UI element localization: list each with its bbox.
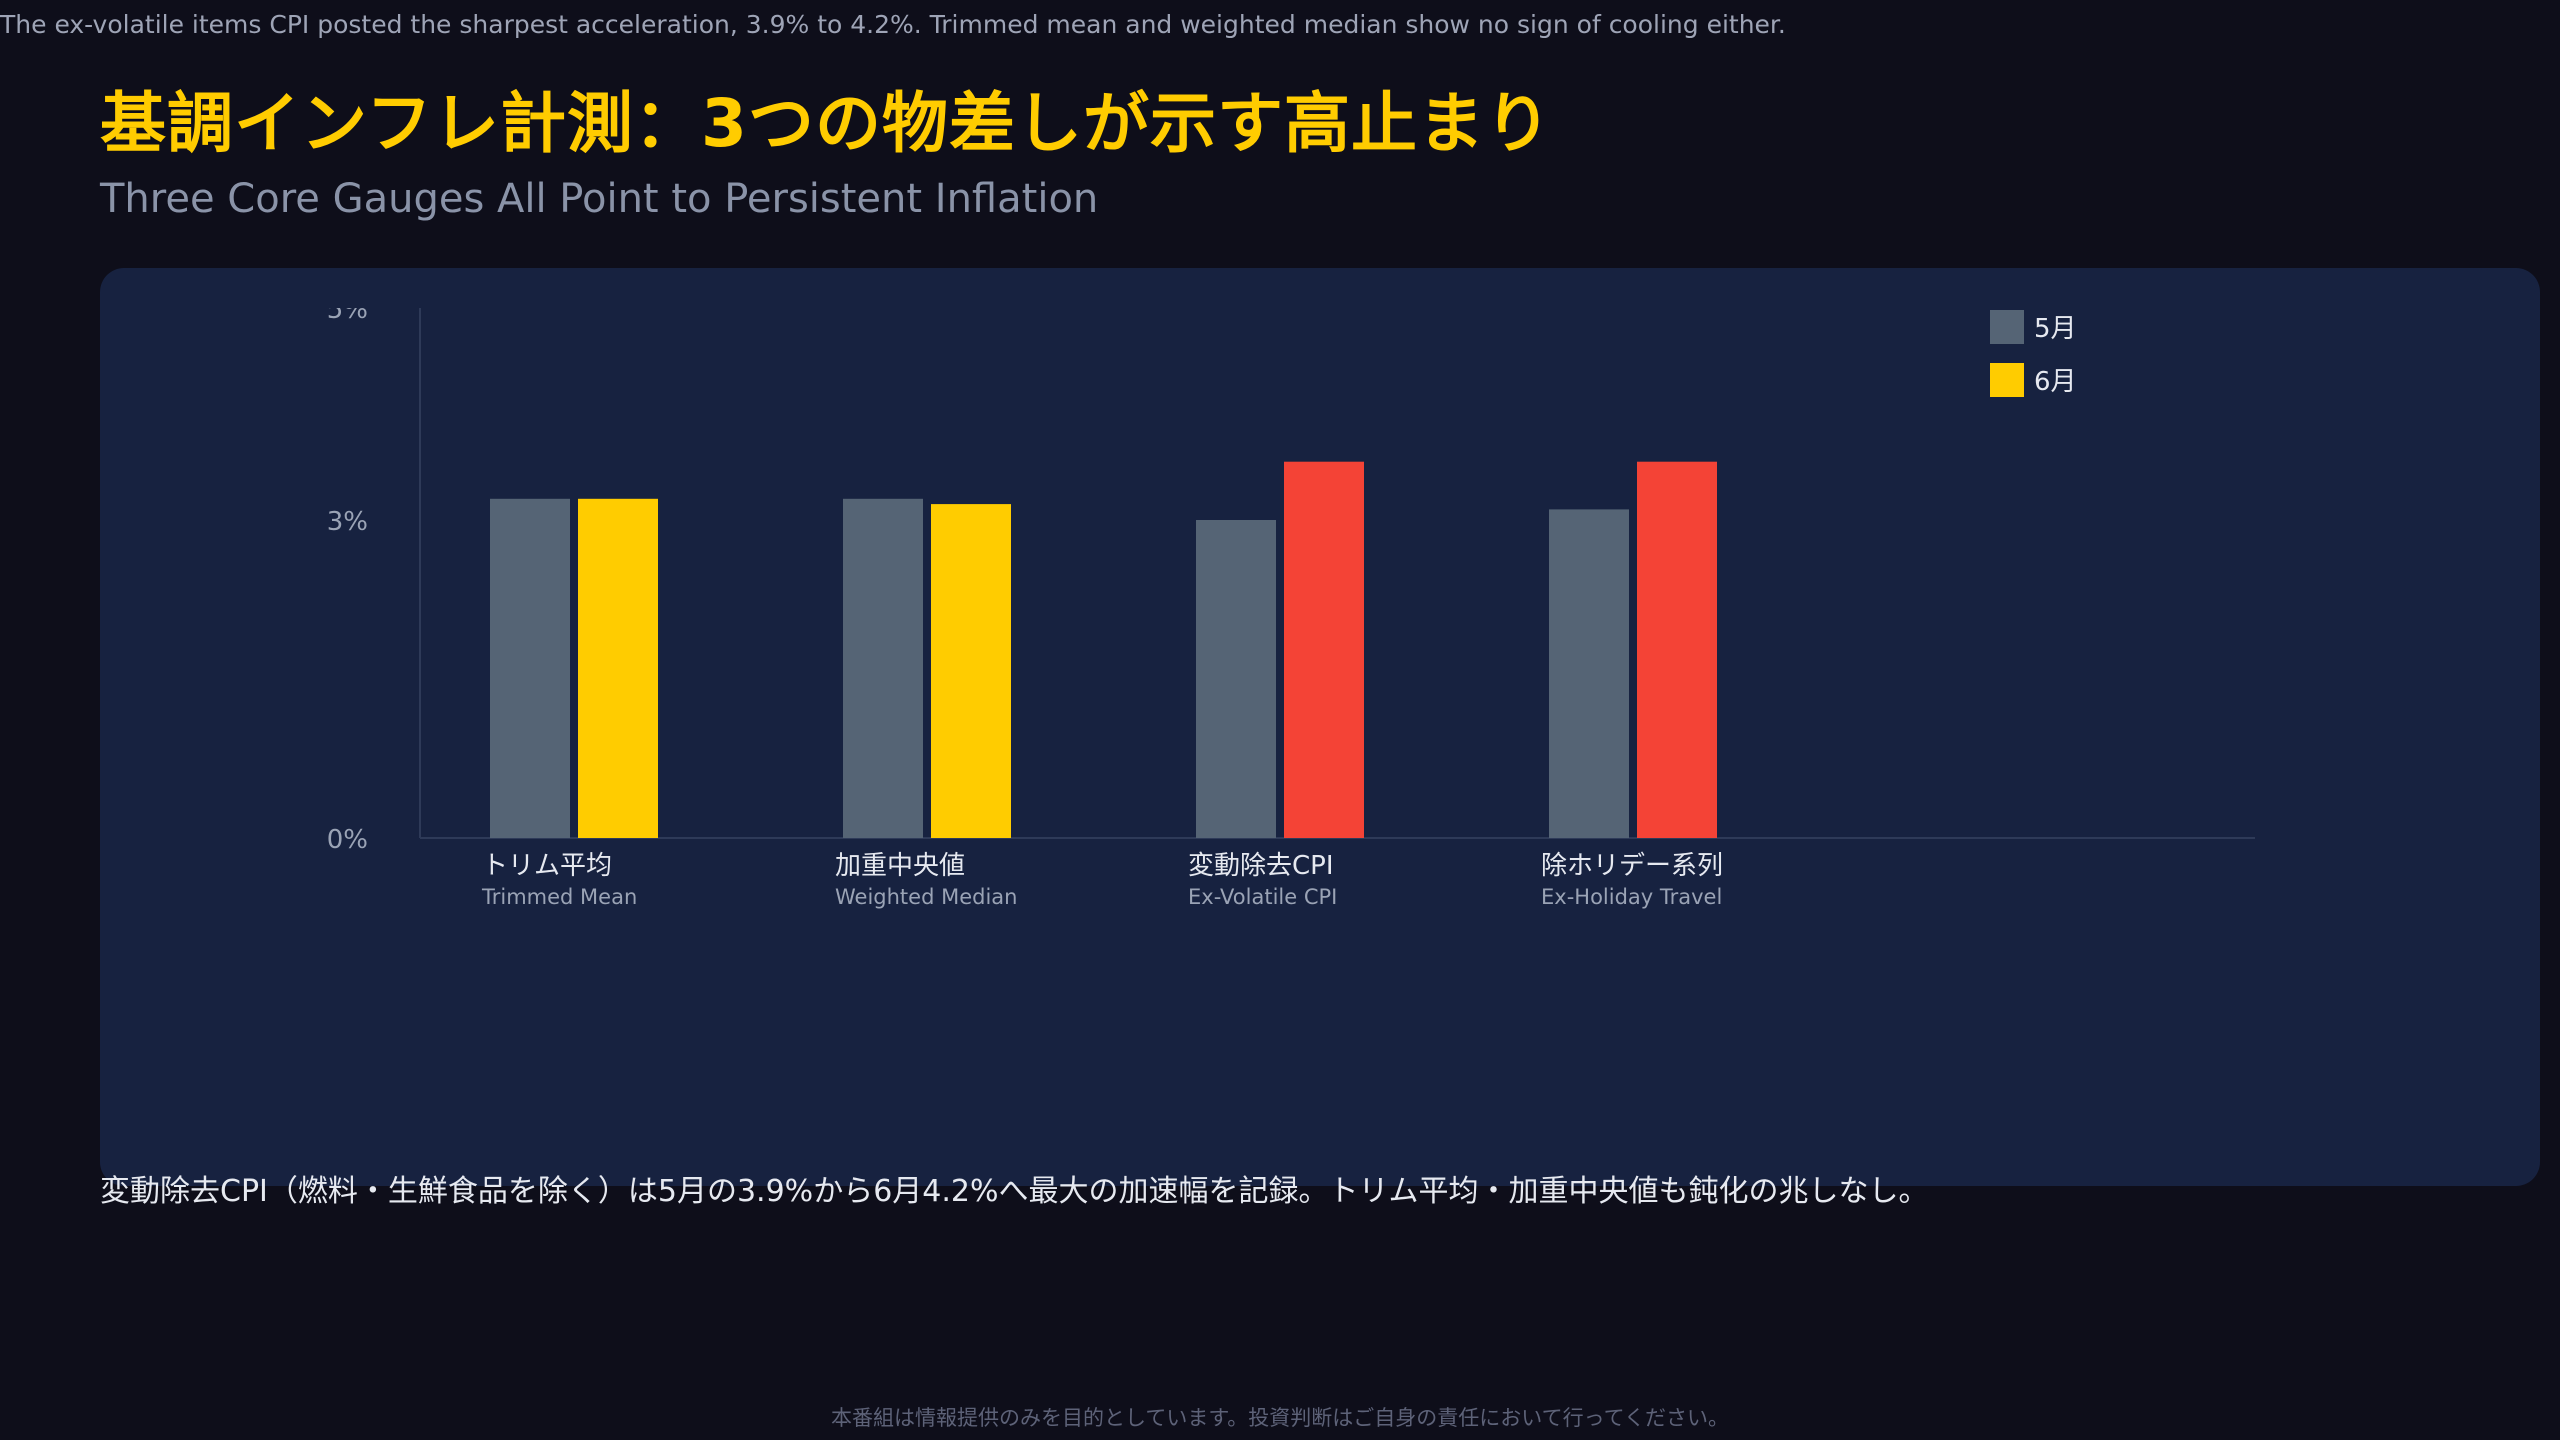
page-subtitle: Three Core Gauges All Point to Persisten…	[100, 176, 1099, 222]
bar-june	[1284, 461, 1364, 838]
y-tick-label: 3%	[327, 507, 368, 537]
disclaimer: 本番組は情報提供のみを目的としています。投資判断はご自身の責任において行ってくだ…	[831, 1406, 1729, 1430]
category-label: 除ホリデー系列	[1541, 851, 1723, 881]
bar-may	[490, 498, 570, 838]
chart-panel: 0% 3% 5% トリム平均 Trimmed Mean 加重中央値 Weighted Med…	[100, 268, 2540, 1186]
y-tick-label: 5%	[327, 295, 368, 325]
bar-may	[843, 498, 923, 838]
bar-may	[1549, 509, 1629, 838]
bar-june	[1637, 461, 1717, 838]
category-label: 加重中央値	[835, 851, 965, 881]
bar-june	[578, 498, 658, 838]
chart-caption: 変動除去CPI（燃料・生鮮食品を除く）は5月の3.9%から6月4.2%へ最大の加…	[100, 1174, 1929, 1209]
top-note: The ex-volatile items CPI posted the sha…	[0, 10, 1786, 39]
category-label: 変動除去CPI	[1188, 851, 1334, 881]
category-sublabel: Trimmed Mean	[481, 885, 637, 909]
page-title: 基調インフレ計測：3つの物差しが示す高止まり	[100, 85, 1552, 162]
category-sublabel: Ex-Volatile CPI	[1188, 885, 1337, 909]
legend-label: 5月	[2034, 314, 2077, 344]
category-label: トリム平均	[482, 851, 612, 881]
category-sublabel: Weighted Median	[835, 885, 1017, 909]
legend-swatch	[1990, 310, 2024, 344]
legend-swatch	[1990, 363, 2024, 397]
bar-chart: 0% 3% 5% トリム平均 Trimmed Mean 加重中央値 Weighted Med…	[327, 295, 2255, 909]
bar-june	[931, 504, 1011, 838]
bar-may	[1196, 520, 1276, 838]
y-tick-label: 0%	[327, 825, 368, 855]
category-sublabel: Ex-Holiday Travel	[1541, 885, 1722, 909]
legend-label: 6月	[2034, 367, 2077, 397]
